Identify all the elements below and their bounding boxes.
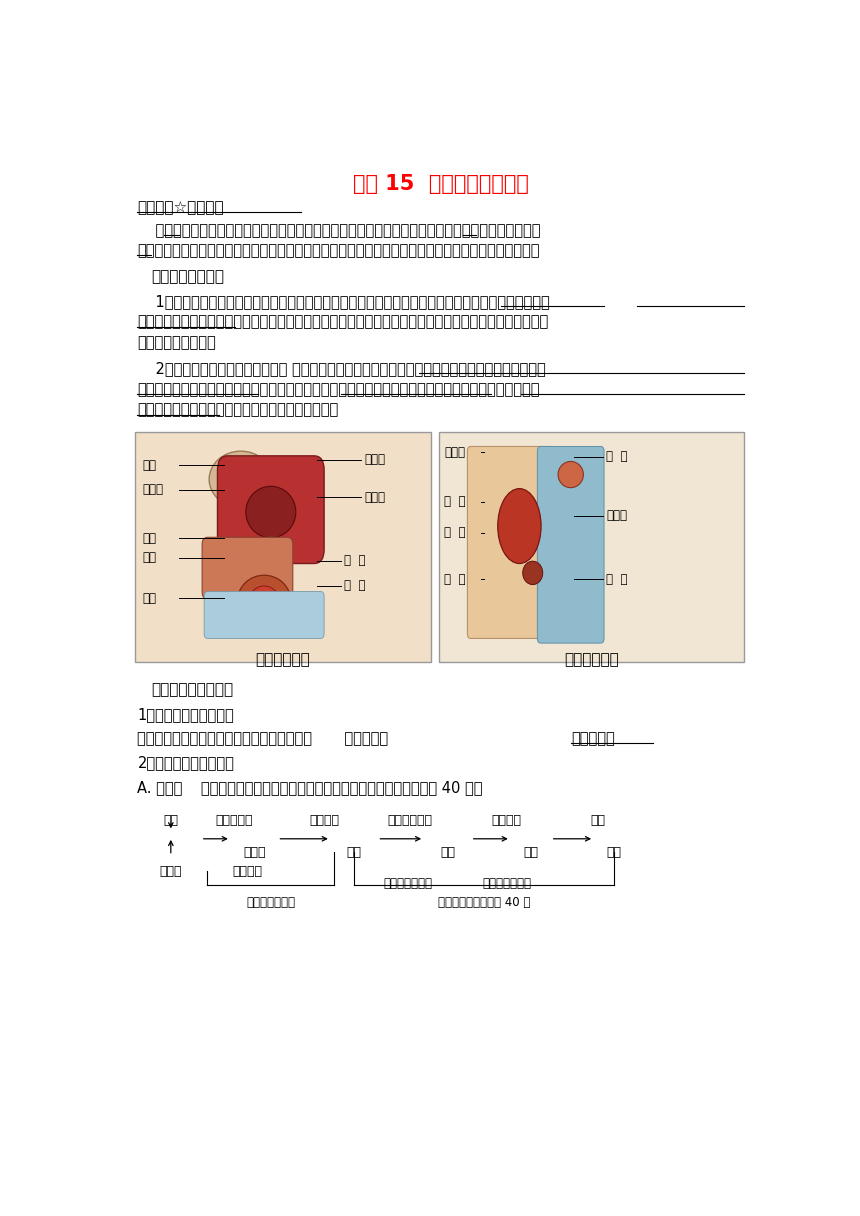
Text: 完成受精: 完成受精	[232, 865, 262, 878]
Text: 胎儿: 胎儿	[523, 846, 538, 860]
Text: 精子: 精子	[163, 814, 178, 827]
Text: 男性生殖系统: 男性生殖系统	[255, 653, 310, 668]
Text: 1、男性生殖系统的组成和功能。男性生殖系统主要由睾丸（产生精子和分泌雄性激素），是男性最主: 1、男性生殖系统的组成和功能。男性生殖系统主要由睾丸（产生精子和分泌雄性激素），…	[138, 294, 550, 309]
Text: 受精：精子与卵细胞结合形成受精卵的过程。       受精场所：: 受精：精子与卵细胞结合形成受精卵的过程。 受精场所：	[138, 731, 389, 747]
Text: 子  宫: 子 宫	[444, 495, 465, 508]
Text: A. 发育：    发育场所：初期在输卵管内；随后，在母体子宫内继续发育约 40 周。: A. 发育： 发育场所：初期在输卵管内；随后，在母体子宫内继续发育约 40 周。	[138, 779, 483, 795]
Text: 继续发育: 继续发育	[491, 814, 521, 827]
FancyBboxPatch shape	[468, 446, 554, 638]
Text: 婴儿: 婴儿	[606, 846, 622, 860]
Text: 阴囊: 阴囊	[142, 592, 157, 604]
Text: 附  睾: 附 睾	[344, 580, 366, 592]
Text: 分娩: 分娩	[590, 814, 605, 827]
FancyBboxPatch shape	[218, 456, 324, 563]
Text: 2、女性生殖器官的组成和功能。 卵巢一产生卵细胞和分泌雌性激素，女性最主要生殖器官，卵细胞: 2、女性生殖器官的组成和功能。 卵巢一产生卵细胞和分泌雌性激素，女性最主要生殖器…	[138, 361, 546, 376]
Text: 睾  丸: 睾 丸	[344, 554, 366, 567]
Ellipse shape	[558, 461, 583, 488]
Ellipse shape	[523, 561, 543, 585]
Text: 输卵管: 输卵管	[444, 445, 465, 458]
Ellipse shape	[246, 486, 296, 537]
Text: 前列腺: 前列腺	[364, 490, 385, 503]
Text: 聚焦考点☆温习理解: 聚焦考点☆温习理解	[138, 201, 224, 215]
Text: 阴茎: 阴茎	[142, 551, 157, 564]
Text: 胚胎: 胚胎	[440, 846, 455, 860]
Text: 尿道: 尿道	[142, 531, 157, 545]
Text: 在输卵管内发育: 在输卵管内发育	[246, 896, 295, 908]
Text: 在母体子宫内发育约 40 周: 在母体子宫内发育约 40 周	[438, 896, 531, 908]
Text: 女性生殖系统: 女性生殖系统	[565, 653, 619, 668]
Text: 二、受精及胚胎发育: 二、受精及胚胎发育	[150, 682, 233, 698]
Text: 受精卵: 受精卵	[243, 846, 266, 860]
Ellipse shape	[209, 451, 273, 507]
Text: 专题 15  人体的生殖和发育: 专题 15 人体的生殖和发育	[353, 174, 529, 195]
Text: 膀胱: 膀胱	[142, 458, 157, 472]
Text: 胎发育的场所；阴道一精子进入和胎儿产出的通道。: 胎发育的场所；阴道一精子进入和胎儿产出的通道。	[138, 402, 339, 417]
FancyBboxPatch shape	[204, 592, 324, 638]
Text: 精囊腺: 精囊腺	[364, 454, 385, 466]
FancyBboxPatch shape	[538, 446, 604, 643]
Text: 卵  巢: 卵 巢	[606, 450, 628, 463]
Ellipse shape	[249, 586, 280, 617]
Text: 细胞分裂分化: 细胞分裂分化	[387, 814, 432, 827]
Text: 尿  道: 尿 道	[444, 573, 465, 586]
Text: 的细胞质里含有丰富的卵黄，是胚胎发育初期的营养物质；输卵管一输送卵细胞，受精的场所；子宫一胚: 的细胞质里含有丰富的卵黄，是胚胎发育初期的营养物质；输卵管一输送卵细胞，受精的场…	[138, 382, 540, 396]
Text: 细胞分裂: 细胞分裂	[309, 814, 339, 827]
Bar	[439, 433, 744, 662]
Text: 精囊腺一分泌粘液。: 精囊腺一分泌粘液。	[138, 336, 216, 350]
Text: 子宫颈: 子宫颈	[606, 510, 627, 522]
Text: 膀  胱: 膀 胱	[444, 527, 465, 539]
Ellipse shape	[237, 575, 291, 626]
Text: 生殖是指生物产生后代和繁衍种族的过程，是生物界普遍存在的一种生命现象。生长是指生物体的体: 生殖是指生物产生后代和繁衍种族的过程，是生物界普遍存在的一种生命现象。生长是指生…	[138, 223, 541, 237]
Text: 在输卵管内: 在输卵管内	[215, 814, 253, 827]
Bar	[136, 433, 431, 662]
FancyBboxPatch shape	[202, 537, 292, 599]
Text: 阴  道: 阴 道	[606, 573, 628, 586]
Text: 卵细胞: 卵细胞	[160, 865, 182, 878]
Text: 1、精子、卵细胞和受精: 1、精子、卵细胞和受精	[138, 706, 234, 722]
Text: 输卵管上部: 输卵管上部	[571, 731, 615, 747]
Text: 胚泡: 胚泡	[347, 846, 361, 860]
Text: 怀孕约八周左右: 怀孕约八周左右	[483, 877, 531, 890]
Text: 积增大、体重增加的变化。发育是指生物体的结构由简单到复杂，功能由不完善到完善的变化就是发育。: 积增大、体重增加的变化。发育是指生物体的结构由简单到复杂，功能由不完善到完善的变…	[138, 243, 540, 258]
Text: 形成组织和器官: 形成组织和器官	[383, 877, 432, 890]
Ellipse shape	[498, 489, 541, 563]
Text: 输精管: 输精管	[142, 483, 163, 496]
Text: 一、人的生殖系统: 一、人的生殖系统	[150, 270, 224, 285]
Text: 要的生殖器官；附睾一贮存和输送精子；输精管一输送精子；阴囊一保护睾丸和附睾；阴茎一排精和排尿；: 要的生殖器官；附睾一贮存和输送精子；输精管一输送精子；阴囊一保护睾丸和附睾；阴茎…	[138, 315, 549, 330]
Text: 2、胚胎的发育和营养：: 2、胚胎的发育和营养：	[138, 755, 235, 771]
